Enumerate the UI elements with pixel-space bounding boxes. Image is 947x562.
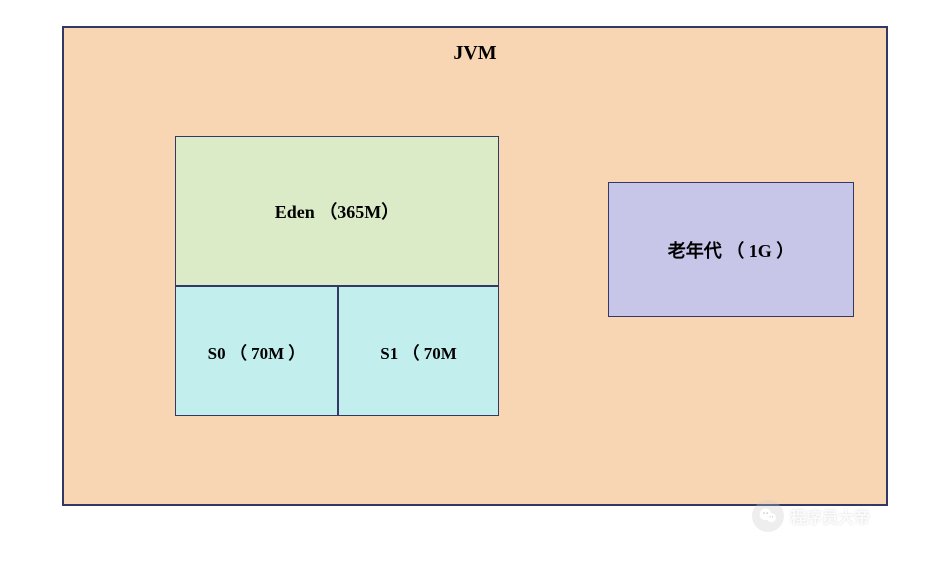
watermark-url: https://blog.csdn.net/kingcoding [728, 538, 896, 552]
s0-label: S0 （ 70M ） [208, 339, 306, 364]
jvm-title: JVM [64, 42, 886, 65]
s1-region: S1 （ 70M [338, 286, 499, 416]
eden-region: Eden （365M） [175, 136, 499, 286]
wechat-icon [752, 500, 784, 532]
s0-region: S0 （ 70M ） [175, 286, 338, 416]
eden-label: Eden （365M） [275, 198, 400, 224]
s1-label: S1 （ 70M [380, 339, 457, 364]
old-gen-region: 老年代 （ 1G ） [608, 182, 854, 317]
old-gen-label: 老年代 （ 1G ） [668, 237, 795, 263]
watermark-logo: 程序员大帝 [752, 500, 870, 532]
watermark-text: 程序员大帝 [790, 504, 870, 528]
